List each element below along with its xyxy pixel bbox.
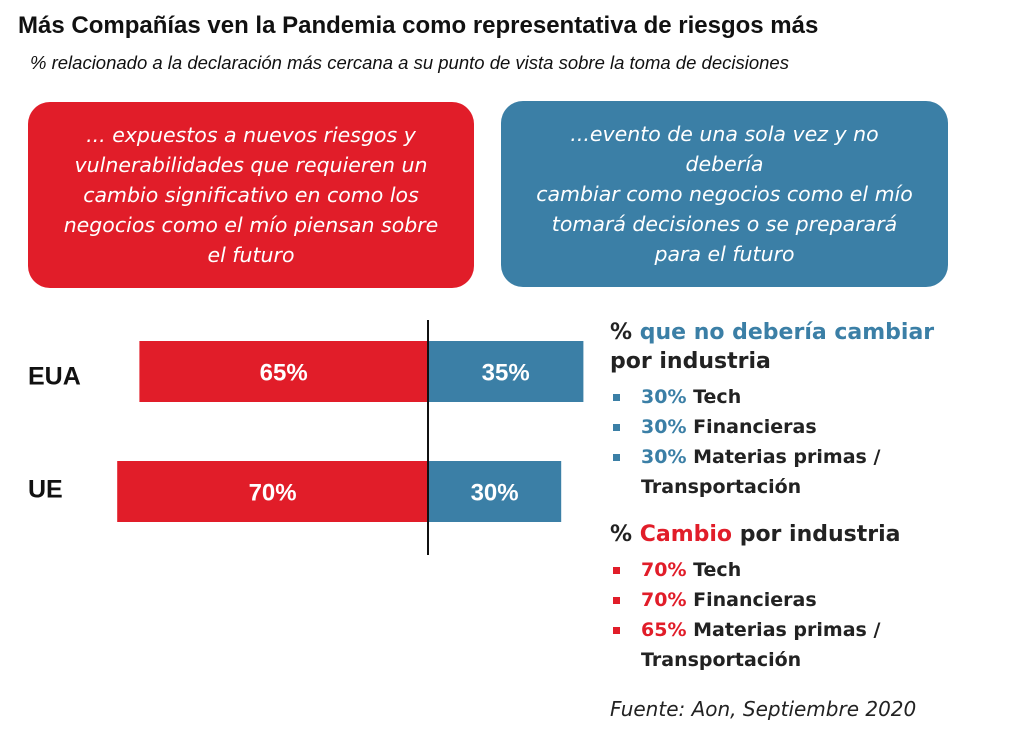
no-change-list: 30% Tech 30% Financieras 30% Materias pr…	[610, 382, 1010, 502]
diverging-bar-chart: 65% 35% EUA 70% 30% UE	[28, 320, 584, 555]
source-note: Fuente: Aon, Septiembre 2020	[610, 697, 917, 721]
statement-no-change-box: ...evento de una sola vez y no debería c…	[501, 101, 948, 287]
bar-no-change-label: 30%	[471, 480, 519, 507]
category-label: EUA	[28, 363, 81, 391]
statement-no-change-text: ...evento de una sola vez y no debería c…	[536, 122, 913, 266]
bar-no-change-eua	[428, 341, 584, 402]
list-item: 30% Materias primas / Transportación	[610, 442, 1010, 502]
bullet-square-icon	[613, 567, 620, 574]
bullet-square-icon	[613, 424, 620, 431]
chart-subtitle: % relacionado a la declaración más cerca…	[30, 52, 789, 73]
bar-change-eua	[139, 341, 428, 402]
industry-panel: % que no debería cambiar por industria 3…	[610, 318, 1010, 675]
bullet-square-icon	[613, 454, 620, 461]
change-heading: % Cambio por industria	[610, 522, 901, 547]
list-item: 30% Tech	[610, 382, 1010, 412]
list-item: 30% Financieras	[610, 412, 1010, 442]
category-label: UE	[28, 476, 63, 504]
bullet-square-icon	[613, 627, 620, 634]
list-item: 70% Financieras	[610, 585, 1010, 615]
bullet-square-icon	[613, 394, 620, 401]
statement-change-text: ... expuestos a nuevos riesgos y vulnera…	[63, 123, 439, 267]
bar-no-change-ue	[428, 461, 562, 522]
bar-change-label: 70%	[249, 480, 297, 507]
chart-title: Más Compañías ven la Pandemia como repre…	[18, 12, 819, 39]
bar-no-change-label: 35%	[482, 360, 530, 387]
no-change-heading: % que no debería cambiar por industria	[610, 320, 935, 374]
statement-change-box: ... expuestos a nuevos riesgos y vulnera…	[28, 102, 474, 288]
list-item: 65% Materias primas / Transportación	[610, 615, 1010, 675]
bullet-square-icon	[613, 597, 620, 604]
list-item: 70% Tech	[610, 555, 1010, 585]
bar-change-ue	[117, 461, 428, 522]
change-list: 70% Tech 70% Financieras 65% Materias pr…	[610, 555, 1010, 675]
bar-change-label: 65%	[260, 360, 308, 387]
